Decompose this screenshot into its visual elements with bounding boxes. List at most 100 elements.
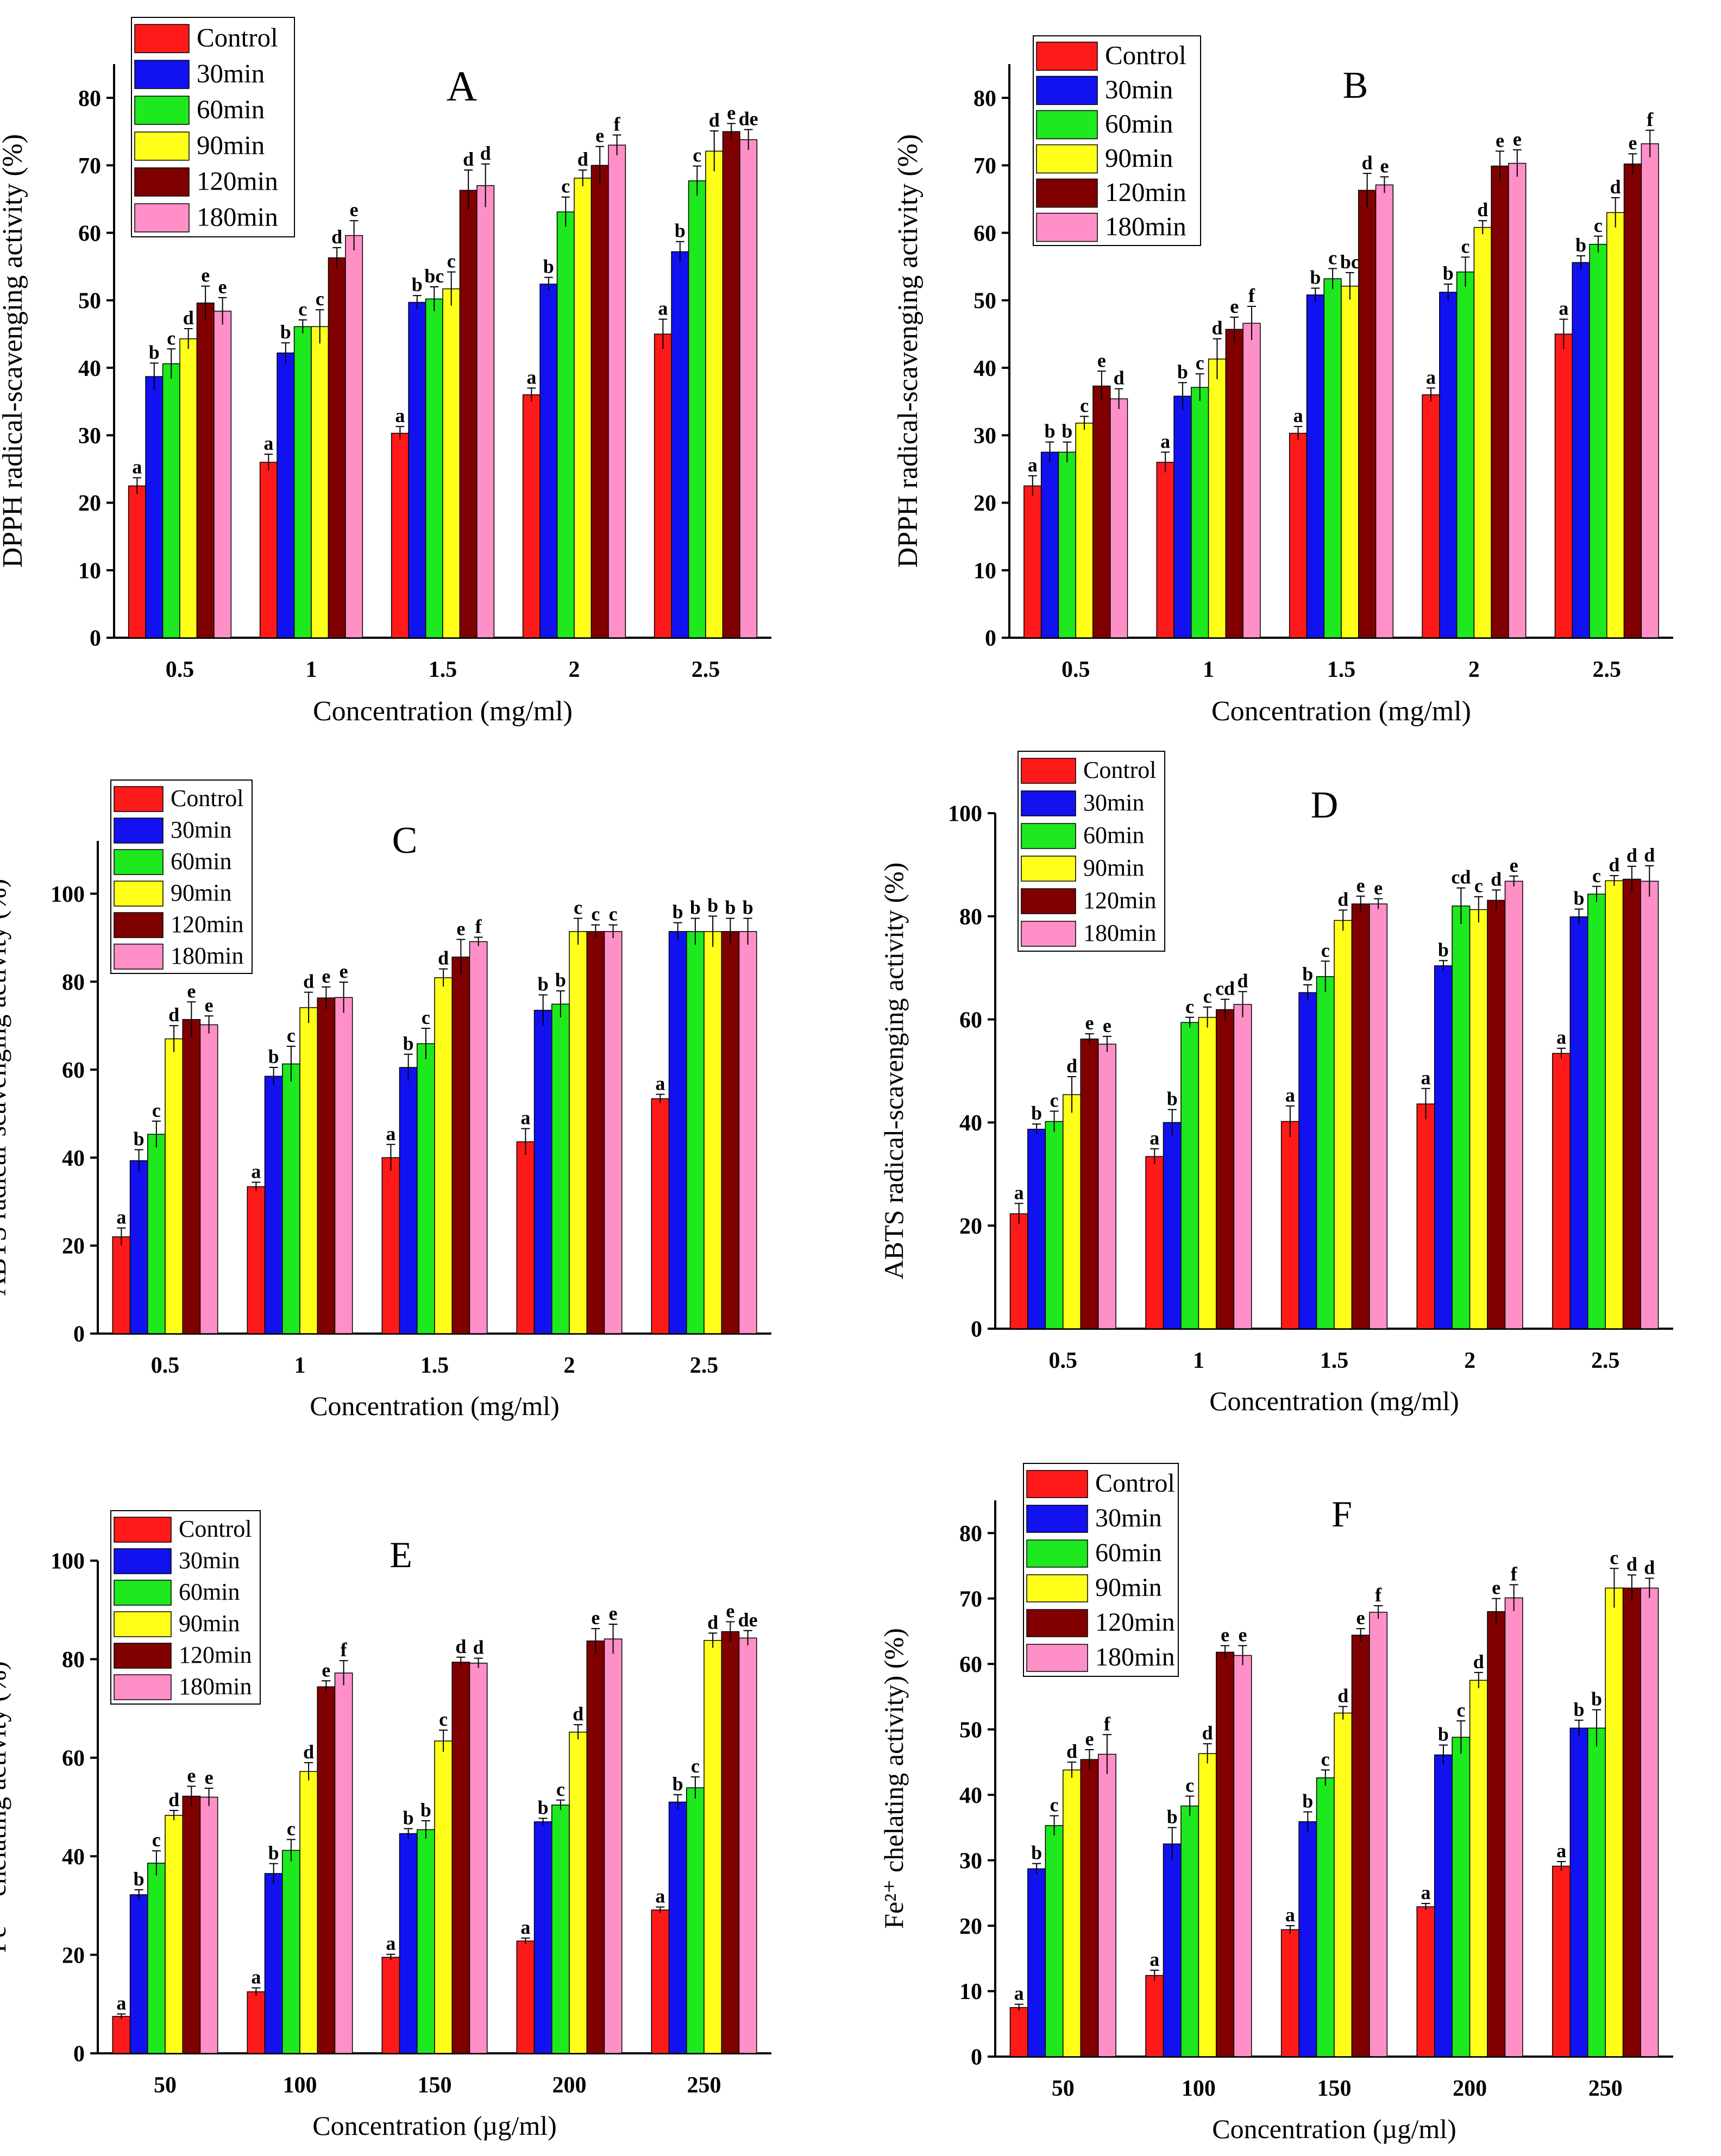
bar-120min-1 xyxy=(317,997,336,1334)
legend-frame xyxy=(1023,1463,1179,1677)
y-tick-label: 80 xyxy=(973,86,996,111)
significance-letter: a xyxy=(263,432,273,454)
bar-90min-50 xyxy=(165,1815,183,2054)
significance-letter: e xyxy=(1221,1624,1229,1645)
y-tick-label: 80 xyxy=(959,905,982,930)
significance-letter: e xyxy=(726,1600,734,1621)
legend-swatch-180min xyxy=(1021,921,1076,947)
bar-90min-0.5 xyxy=(1075,423,1094,638)
bar-control-250 xyxy=(1552,1865,1571,2057)
y-tick-label: 100 xyxy=(948,802,982,827)
bar-control-2 xyxy=(516,1141,535,1334)
bar-180min-50 xyxy=(199,1796,218,2054)
bar-120min-250 xyxy=(721,1631,740,2054)
bar-120min-100 xyxy=(317,1686,336,2054)
significance-letter: b xyxy=(1167,1088,1178,1110)
legend-label: 120min xyxy=(1083,887,1156,914)
bar-30min-0.5 xyxy=(1040,451,1059,638)
x-tick-label: 1 xyxy=(1193,1348,1204,1373)
bar-60min-1 xyxy=(293,326,312,638)
significance-letter: b xyxy=(1575,234,1586,256)
bar-180min-150 xyxy=(1369,1612,1388,2057)
significance-letter: d xyxy=(1491,868,1502,890)
legend-swatch-90min xyxy=(1026,1574,1088,1602)
significance-letter: d xyxy=(331,226,342,248)
significance-letter: d xyxy=(1202,1722,1213,1744)
legend-swatch-60min xyxy=(114,1580,172,1606)
y-tick-label: 20 xyxy=(62,1234,85,1259)
legend-label: 60min xyxy=(1105,109,1173,139)
bar-180min-2 xyxy=(1504,881,1523,1329)
significance-letter: d xyxy=(1609,854,1619,876)
significance-letter: c xyxy=(316,288,324,310)
significance-letter: b xyxy=(675,220,686,242)
x-tick-label: 1.5 xyxy=(429,657,457,682)
bar-30min-2 xyxy=(1439,292,1458,638)
bar-control-1 xyxy=(259,462,278,638)
x-tick-label: 50 xyxy=(1052,2076,1075,2101)
significance-letter: a xyxy=(1421,1882,1430,1903)
significance-letter: b xyxy=(725,897,736,919)
bar-60min-250 xyxy=(1587,1727,1606,2057)
significance-letter: e xyxy=(218,276,227,298)
significance-letter: d xyxy=(303,971,314,992)
significance-letter: b xyxy=(543,256,554,278)
bar-180min-1.5 xyxy=(476,185,495,638)
significance-letter: b xyxy=(1438,1724,1449,1745)
significance-letter: d xyxy=(1066,1055,1077,1077)
legend-label: Control xyxy=(179,1516,252,1542)
significance-letter: b xyxy=(673,901,683,923)
legend-label: 120min xyxy=(179,1642,252,1668)
significance-letter: e xyxy=(201,265,210,286)
significance-letter: d xyxy=(1626,845,1637,866)
y-tick-label: 40 xyxy=(78,356,101,381)
y-tick-label: 80 xyxy=(62,1648,85,1673)
significance-letter: a xyxy=(116,1206,126,1228)
bar-30min-1 xyxy=(277,352,295,638)
bar-30min-2.5 xyxy=(1569,916,1588,1329)
significance-letter: c xyxy=(1050,1794,1059,1816)
y-tick-label: 60 xyxy=(959,1008,982,1033)
significance-letter: a xyxy=(655,1885,665,1907)
y-axis-label: Fe²⁺ chelating activity (%) xyxy=(0,1661,11,1953)
significance-letter: bc xyxy=(424,265,444,287)
legend-label: 30min xyxy=(171,816,231,843)
bar-90min-200 xyxy=(569,1731,587,2054)
significance-letter: c xyxy=(1185,996,1194,1017)
bar-30min-200 xyxy=(1434,1754,1453,2057)
legend-label: 180min xyxy=(1105,211,1186,241)
significance-letter: b xyxy=(420,1799,431,1821)
bar-180min-200 xyxy=(1504,1597,1523,2057)
significance-letter: de xyxy=(739,108,758,130)
y-tick-label: 100 xyxy=(51,882,85,907)
bar-180min-1.5 xyxy=(1369,903,1388,1329)
x-tick-label: 0.5 xyxy=(166,657,194,682)
bar-control-50 xyxy=(1009,2007,1028,2057)
y-tick-label: 0 xyxy=(971,1317,982,1342)
x-tick-label: 2.5 xyxy=(1593,657,1622,682)
bar-90min-2.5 xyxy=(1605,880,1624,1329)
bar-control-0.5 xyxy=(1009,1213,1028,1329)
significance-letter: a xyxy=(116,1992,126,2014)
significance-letter: a xyxy=(251,1966,261,1988)
y-axis-label: ABTS radical-scavenging activity (%) xyxy=(0,879,11,1296)
legend-label: 90min xyxy=(1105,143,1173,173)
significance-letter: a xyxy=(1556,1027,1566,1048)
legend-label: 30min xyxy=(1083,789,1144,816)
y-tick-label: 30 xyxy=(973,424,996,449)
legend-swatch-control xyxy=(1026,1470,1088,1498)
bar-90min-2.5 xyxy=(704,931,722,1334)
y-tick-label: 10 xyxy=(959,1979,982,2004)
significance-letter: c xyxy=(422,1007,430,1028)
significance-letter: c xyxy=(1050,1090,1059,1111)
legend-label: 90min xyxy=(171,879,231,906)
legend: Control 30min 60min 90min 120min 180min xyxy=(110,780,253,974)
bar-120min-0.5 xyxy=(1092,385,1111,638)
significance-letter: f xyxy=(614,113,621,135)
y-tick-label: 80 xyxy=(62,970,85,995)
bar-90min-1 xyxy=(1208,359,1227,638)
bar-90min-2.5 xyxy=(705,150,724,638)
significance-letter: c xyxy=(1321,1748,1330,1770)
significance-letter: e xyxy=(350,199,359,221)
